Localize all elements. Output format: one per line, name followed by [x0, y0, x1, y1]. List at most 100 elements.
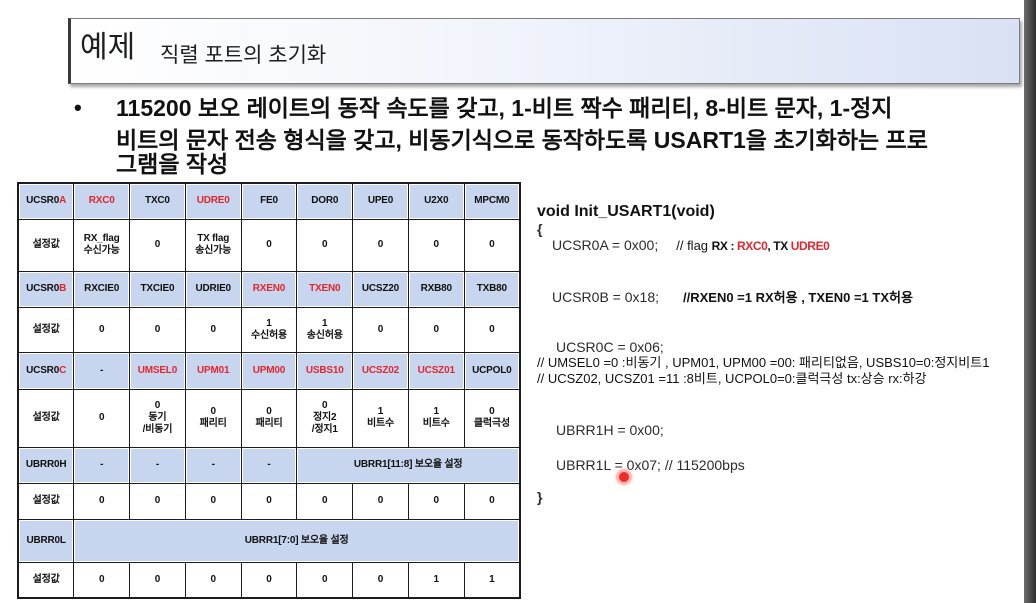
open-brace: {: [537, 221, 543, 237]
cell-text-highlight: B: [59, 283, 67, 294]
bit-value-cell: TX flag 송신가능: [184, 218, 242, 272]
bit-value-cell: 0: [407, 482, 465, 520]
bit-name-cell: -: [240, 446, 298, 484]
cell-text: 0: [210, 406, 216, 417]
cell-line: 0: [131, 239, 185, 251]
cell-text-highlight: RXC0: [88, 195, 115, 207]
cell-text: 비트수: [422, 418, 450, 429]
cell-line: UPM00: [242, 364, 296, 377]
bit-value-cell: 0: [296, 561, 354, 599]
setting-label-cell: 설정값: [17, 388, 75, 448]
cell-text-highlight: C: [59, 364, 67, 376]
cell-line: 패리티: [186, 418, 240, 430]
cell-line: UCSR0B: [19, 283, 73, 295]
code-statement: UCSR0A = 0x00;: [552, 237, 659, 253]
cell-text: 정지2: [313, 412, 337, 423]
bit-value-cell: 0: [407, 306, 465, 353]
slide-edge-strip: [1024, 0, 1036, 603]
setting-row: 설정값 0 0 동기/비동기 0 패리티 0 패리티 0 정지2/정지1 1 비트수 1 비트수 0 클럭극성: [17, 388, 521, 448]
cell-line: 0: [75, 412, 129, 424]
cell-text: 비트수: [366, 418, 394, 429]
cell-text: UBRR0L: [26, 534, 66, 546]
bit-name-cell: UMSEL0: [129, 351, 186, 390]
cell-text: UCSR0: [26, 364, 60, 376]
cell-line: TX flag: [186, 233, 240, 245]
setting-label-cell: 설정값: [17, 306, 75, 353]
bit-value-cell: 0: [463, 306, 521, 353]
bit-value-cell: 0 클럭극성: [463, 388, 521, 448]
cell-text: 0: [154, 495, 161, 506]
comment-text: // UCSZ02, UCSZ01 =11 :8비트, UCPOL0=0:클럭극…: [537, 371, 927, 386]
setting-label-cell: 설정값: [17, 218, 75, 272]
cell-line: RXCIE0: [75, 283, 129, 295]
cell-text: 0: [489, 323, 495, 335]
cell-text: U2X0: [424, 195, 449, 207]
cell-line: 0: [131, 573, 185, 586]
cell-text: /비동기: [142, 424, 173, 435]
laser-pointer-dot: [619, 472, 629, 482]
cell-text: 0: [154, 573, 161, 585]
bit-value-cell: 0 동기/비동기: [129, 388, 186, 448]
cell-text: 0: [433, 323, 440, 335]
cell-text: RX_flag: [83, 233, 120, 244]
cell-text: /정지1: [311, 424, 338, 435]
register-name-cell: UCSR0A: [17, 182, 75, 220]
cell-text: TXC0: [145, 195, 170, 207]
cell-line: 0: [465, 495, 519, 507]
cell-line: UCPOL0: [465, 365, 519, 377]
bit-value-cell: 0 정지2/정지1: [296, 388, 354, 448]
cell-line: 0: [465, 406, 519, 418]
cell-line: 0: [131, 495, 185, 507]
register-row: UCSR0A RXC0 TXC0 UDRE0 FE0 DOR0 UPE0 U2X0 MPCM0: [17, 182, 521, 220]
cell-line: 비트수: [354, 418, 408, 430]
bit-name-cell: RXC0: [73, 182, 131, 220]
cell-text: DOR0: [311, 195, 339, 207]
code-comment: //RXEN0 =1 RX허용 , TXEN0 =1 TX허용: [683, 290, 913, 305]
cell-line: 수신허용: [242, 330, 296, 342]
cell-line: 0: [131, 400, 185, 412]
cell-text: 0: [377, 239, 384, 250]
cell-text: 동기: [148, 412, 167, 423]
code-line-ucsr0b: UCSR0B = 0x18; //RXEN0 =1 RX허용 , TXEN0 =1…: [552, 289, 913, 306]
cell-text: 0: [322, 495, 328, 506]
cell-text: 송신가능: [195, 245, 232, 256]
cell-text: 0: [489, 239, 495, 250]
bit-name-cell: RXEN0: [240, 270, 298, 308]
slide-title-sub: 직렬 포트의 초기화: [160, 44, 327, 67]
bit-value-cell: 0: [296, 482, 354, 520]
cell-line: 동기: [131, 412, 185, 424]
bit-value-cell: 1 비트수: [352, 388, 409, 448]
cell-line: UPM01: [186, 365, 240, 377]
cell-text: UBRR1[11:8] 보오율 설정: [353, 459, 463, 470]
bit-name-cell: UDRE0: [184, 182, 242, 220]
bullet-marker: •: [74, 95, 82, 120]
cell-line: RX_flag: [75, 233, 129, 245]
cell-text-highlight: UCSZ02: [361, 364, 400, 376]
bit-value-cell: 0: [352, 306, 409, 353]
cell-text: 수신가능: [83, 245, 120, 256]
cell-text-highlight: UPM00: [252, 364, 286, 376]
code-statement: UBRR1H = 0x00;: [556, 422, 664, 438]
bit-name-cell: TXCIE0: [129, 270, 186, 308]
cell-text: 1: [322, 317, 328, 329]
register-row: UCSR0C - UMSEL0 UPM01 UPM00 USBS10 UCSZ02 UCSZ0…: [17, 351, 521, 390]
comment-text: // flag: [676, 238, 712, 253]
cell-text: 0: [98, 573, 105, 585]
cell-text: 패리티: [199, 418, 227, 429]
cell-line: 0: [186, 324, 240, 336]
cell-line: 설정값: [19, 412, 73, 424]
register-name-cell: UBRR0L: [17, 518, 75, 563]
cell-text: 클럭극성: [473, 418, 510, 429]
cell-line: RXB80: [409, 283, 463, 295]
code-comment-line: // UMSEL0 =0 :비동기 , UPM01, UPM00 =00: 패리…: [537, 356, 989, 370]
cell-text: TXCIE0: [140, 283, 175, 294]
bit-value-cell: 1: [463, 561, 521, 599]
cell-text: 1: [377, 406, 384, 417]
cell-line: 0: [409, 323, 463, 336]
cell-line: -: [75, 365, 129, 377]
baud-rate-field-cell: UBRR1[11:8] 보오율 설정: [296, 446, 521, 484]
cell-line: RXC0: [75, 195, 129, 207]
bit-name-cell: UPM01: [184, 351, 242, 390]
cell-line: UBRR0L: [19, 535, 73, 547]
cell-text: 설정값: [32, 323, 60, 335]
